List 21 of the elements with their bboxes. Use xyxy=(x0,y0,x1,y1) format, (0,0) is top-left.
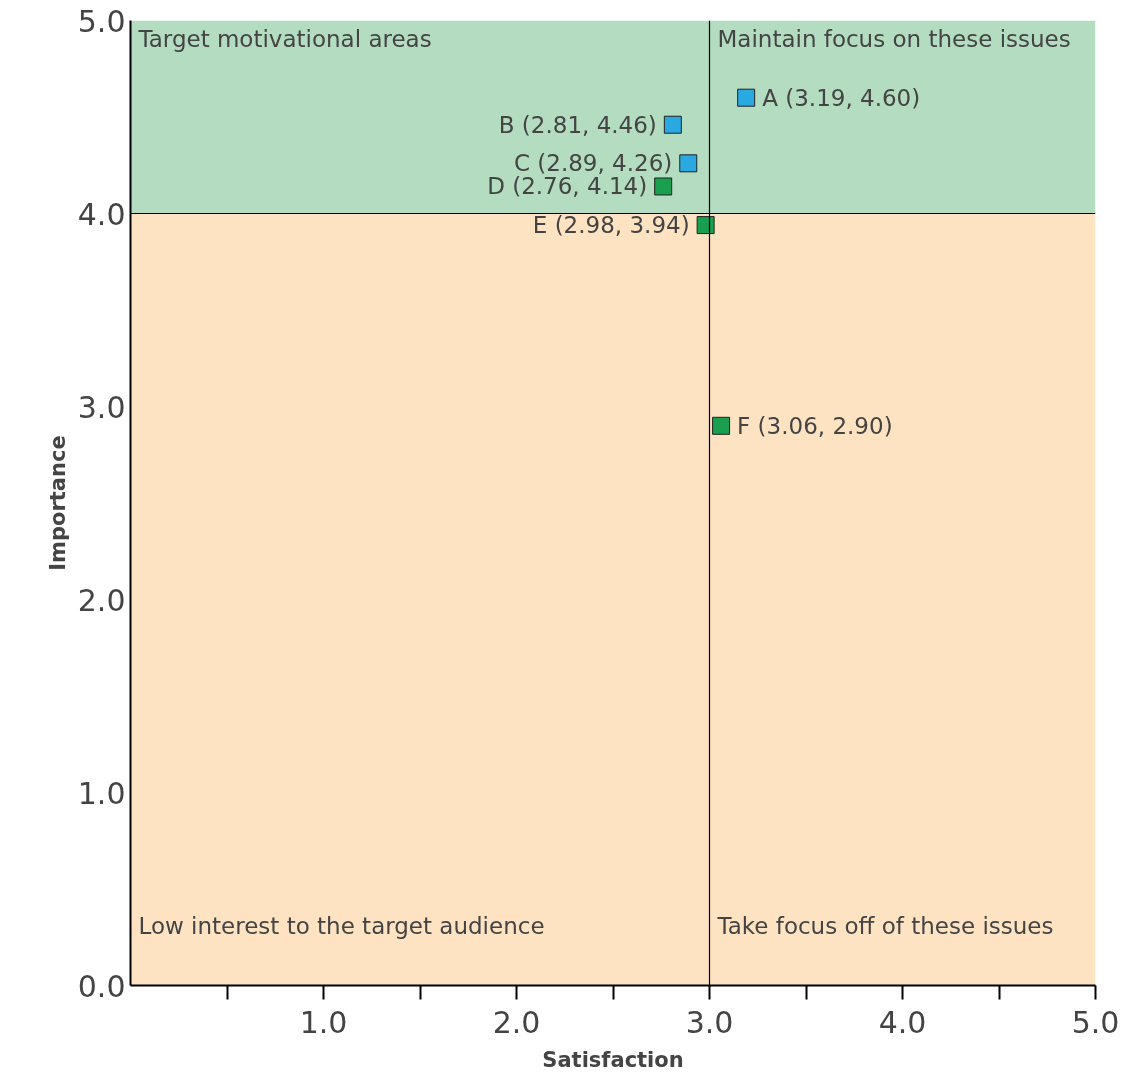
data-label: E (2.98, 3.94) xyxy=(532,212,690,239)
y-axis-title: Importance xyxy=(45,435,70,571)
annotation: Low interest to the target audience xyxy=(138,912,545,939)
x-tick-label: 3.0 xyxy=(685,1004,734,1040)
x-tick-label: 5.0 xyxy=(1071,1004,1120,1040)
y-tick-label: 2.0 xyxy=(77,582,126,618)
y-tick-label: 5.0 xyxy=(77,3,126,39)
y-tick-label: 4.0 xyxy=(77,196,126,232)
data-label: F (3.06, 2.90) xyxy=(737,412,893,439)
x-tick-label: 4.0 xyxy=(878,1004,927,1040)
x-axis-title: Satisfaction xyxy=(542,1047,684,1072)
annotation: Target motivational areas xyxy=(137,25,432,52)
x-tick-label: 2.0 xyxy=(492,1004,541,1040)
data-label: B (2.81, 4.46) xyxy=(498,111,657,138)
y-tick-label: 0.0 xyxy=(77,968,126,1004)
x-tick-label: 1.0 xyxy=(299,1004,348,1040)
data-label: A (3.19, 4.60) xyxy=(762,84,921,111)
y-tick-label: 3.0 xyxy=(77,389,126,425)
annotation: Take focus off of these issues xyxy=(716,912,1054,939)
annotation: Maintain focus on these issues xyxy=(717,25,1071,52)
y-tick-label: 1.0 xyxy=(77,775,126,811)
